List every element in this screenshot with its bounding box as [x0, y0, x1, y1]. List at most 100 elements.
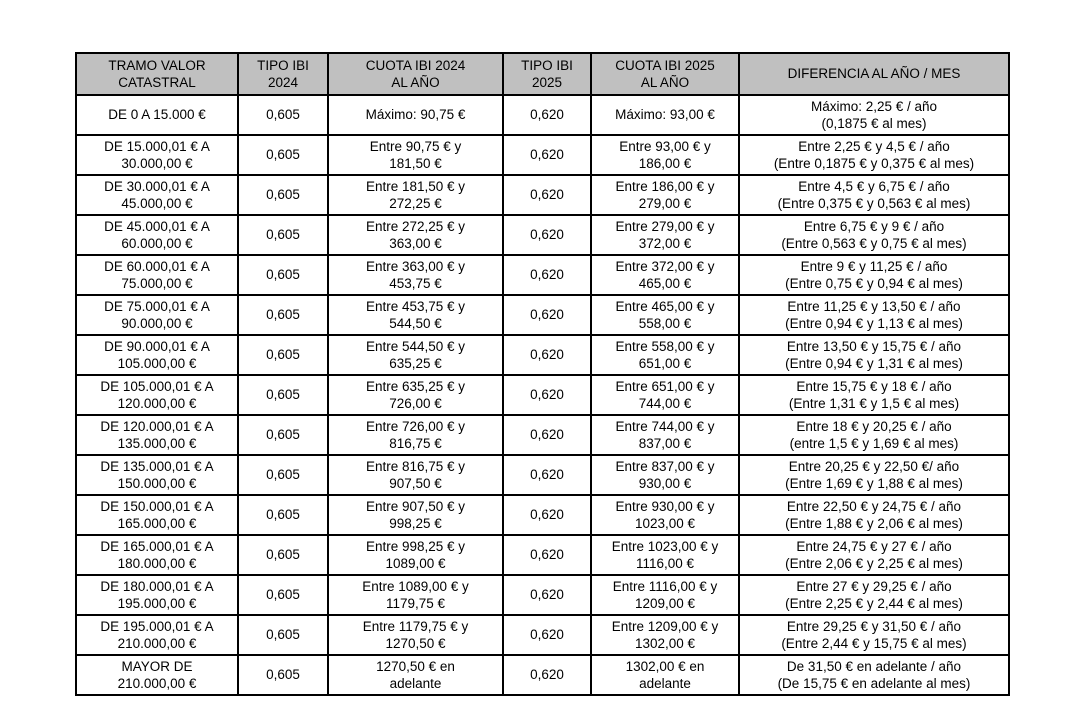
cell-tipo-ibi-2025: 0,620 — [502, 494, 592, 536]
cell-diferencia: Entre 18 € y 20,25 € / año (entre 1,5 € … — [738, 414, 1010, 456]
cell-tipo-ibi-2024: 0,605 — [237, 94, 329, 136]
cell-diferencia: De 31,50 € en adelante / año (De 15,75 €… — [738, 654, 1010, 696]
table-row: DE 195.000,01 € A 210.000,00 € 0,605 Ent… — [75, 614, 1010, 656]
cell-tipo-ibi-2024: 0,605 — [237, 574, 329, 616]
cell-tipo-ibi-2024: 0,605 — [237, 254, 329, 296]
table-row: DE 90.000,01 € A 105.000,00 € 0,605 Entr… — [75, 334, 1010, 376]
cell-cuota-ibi-2024: Entre 453,75 € y 544,50 € — [327, 294, 504, 336]
cell-tramo-valor-catastral: DE 120.000,01 € A 135.000,00 € — [75, 414, 239, 456]
cell-diferencia: Entre 2,25 € y 4,5 € / año (Entre 0,1875… — [738, 134, 1010, 176]
cell-tramo-valor-catastral: DE 75.000,01 € A 90.000,00 € — [75, 294, 239, 336]
cell-tramo-valor-catastral: DE 15.000,01 € A 30.000,00 € — [75, 134, 239, 176]
cell-tipo-ibi-2025: 0,620 — [502, 294, 592, 336]
cell-tramo-valor-catastral: DE 135.000,01 € A 150.000,00 € — [75, 454, 239, 496]
cell-tipo-ibi-2025: 0,620 — [502, 534, 592, 576]
cell-cuota-ibi-2025: Entre 837,00 € y 930,00 € — [590, 454, 740, 496]
column-header-tipo-ibi-2024: TIPO IBI 2024 — [237, 52, 329, 96]
table-row: DE 30.000,01 € A 45.000,00 € 0,605 Entre… — [75, 174, 1010, 216]
cell-cuota-ibi-2025: Entre 1209,00 € y 1302,00 € — [590, 614, 740, 656]
table-row: MAYOR DE 210.000,00 € 0,605 1270,50 € en… — [75, 654, 1010, 696]
cell-tramo-valor-catastral: DE 195.000,01 € A 210.000,00 € — [75, 614, 239, 656]
cell-diferencia: Entre 22,50 € y 24,75 € / año (Entre 1,8… — [738, 494, 1010, 536]
cell-cuota-ibi-2024: 1270,50 € en adelante — [327, 654, 504, 696]
cell-tipo-ibi-2024: 0,605 — [237, 534, 329, 576]
column-header-cuota-ibi-2025: CUOTA IBI 2025 AL AÑO — [590, 52, 740, 96]
cell-tipo-ibi-2024: 0,605 — [237, 614, 329, 656]
cell-diferencia: Entre 4,5 € y 6,75 € / año (Entre 0,375 … — [738, 174, 1010, 216]
cell-cuota-ibi-2025: Entre 930,00 € y 1023,00 € — [590, 494, 740, 536]
cell-tipo-ibi-2025: 0,620 — [502, 414, 592, 456]
cell-diferencia: Entre 29,25 € y 31,50 € / año (Entre 2,4… — [738, 614, 1010, 656]
column-header-tipo-ibi-2025: TIPO IBI 2025 — [502, 52, 592, 96]
table-header: TRAMO VALOR CATASTRAL TIPO IBI 2024 CUOT… — [75, 52, 1010, 96]
cell-diferencia: Entre 9 € y 11,25 € / año (Entre 0,75 € … — [738, 254, 1010, 296]
cell-cuota-ibi-2024: Entre 1179,75 € y 1270,50 € — [327, 614, 504, 656]
cell-cuota-ibi-2024: Entre 363,00 € y 453,75 € — [327, 254, 504, 296]
cell-cuota-ibi-2025: Máximo: 93,00 € — [590, 94, 740, 136]
cell-tipo-ibi-2024: 0,605 — [237, 454, 329, 496]
cell-cuota-ibi-2024: Entre 544,50 € y 635,25 € — [327, 334, 504, 376]
cell-tramo-valor-catastral: MAYOR DE 210.000,00 € — [75, 654, 239, 696]
cell-tipo-ibi-2024: 0,605 — [237, 414, 329, 456]
cell-cuota-ibi-2025: Entre 186,00 € y 279,00 € — [590, 174, 740, 216]
cell-tipo-ibi-2025: 0,620 — [502, 214, 592, 256]
cell-cuota-ibi-2025: Entre 744,00 € y 837,00 € — [590, 414, 740, 456]
cell-cuota-ibi-2025: 1302,00 € en adelante — [590, 654, 740, 696]
cell-tramo-valor-catastral: DE 90.000,01 € A 105.000,00 € — [75, 334, 239, 376]
cell-tramo-valor-catastral: DE 150.000,01 € A 165.000,00 € — [75, 494, 239, 536]
cell-tipo-ibi-2024: 0,605 — [237, 334, 329, 376]
table-row: DE 165.000,01 € A 180.000,00 € 0,605 Ent… — [75, 534, 1010, 576]
cell-cuota-ibi-2025: Entre 372,00 € y 465,00 € — [590, 254, 740, 296]
cell-tipo-ibi-2025: 0,620 — [502, 254, 592, 296]
cell-tramo-valor-catastral: DE 45.000,01 € A 60.000,00 € — [75, 214, 239, 256]
cell-cuota-ibi-2025: Entre 651,00 € y 744,00 € — [590, 374, 740, 416]
cell-tipo-ibi-2024: 0,605 — [237, 654, 329, 696]
table-row: DE 45.000,01 € A 60.000,00 € 0,605 Entre… — [75, 214, 1010, 256]
cell-tramo-valor-catastral: DE 60.000,01 € A 75.000,00 € — [75, 254, 239, 296]
cell-diferencia: Máximo: 2,25 € / año (0,1875 € al mes) — [738, 94, 1010, 136]
cell-cuota-ibi-2024: Entre 635,25 € y 726,00 € — [327, 374, 504, 416]
table-row: DE 0 A 15.000 € 0,605 Máximo: 90,75 € 0,… — [75, 94, 1010, 136]
cell-tipo-ibi-2025: 0,620 — [502, 94, 592, 136]
cell-tipo-ibi-2024: 0,605 — [237, 294, 329, 336]
header-row: TRAMO VALOR CATASTRAL TIPO IBI 2024 CUOT… — [75, 52, 1010, 96]
cell-cuota-ibi-2024: Entre 816,75 € y 907,50 € — [327, 454, 504, 496]
cell-diferencia: Entre 13,50 € y 15,75 € / año (Entre 0,9… — [738, 334, 1010, 376]
cell-tipo-ibi-2025: 0,620 — [502, 374, 592, 416]
cell-cuota-ibi-2025: Entre 558,00 € y 651,00 € — [590, 334, 740, 376]
cell-tramo-valor-catastral: DE 30.000,01 € A 45.000,00 € — [75, 174, 239, 216]
cell-tipo-ibi-2025: 0,620 — [502, 174, 592, 216]
cell-cuota-ibi-2024: Entre 272,25 € y 363,00 € — [327, 214, 504, 256]
cell-tipo-ibi-2024: 0,605 — [237, 374, 329, 416]
cell-tramo-valor-catastral: DE 105.000,01 € A 120.000,00 € — [75, 374, 239, 416]
table-row: DE 15.000,01 € A 30.000,00 € 0,605 Entre… — [75, 134, 1010, 176]
table-row: DE 105.000,01 € A 120.000,00 € 0,605 Ent… — [75, 374, 1010, 416]
cell-diferencia: Entre 27 € y 29,25 € / año (Entre 2,25 €… — [738, 574, 1010, 616]
cell-cuota-ibi-2025: Entre 1023,00 € y 1116,00 € — [590, 534, 740, 576]
ibi-comparison-table: TRAMO VALOR CATASTRAL TIPO IBI 2024 CUOT… — [75, 52, 1010, 696]
cell-diferencia: Entre 20,25 € y 22,50 €/ año (Entre 1,69… — [738, 454, 1010, 496]
cell-cuota-ibi-2025: Entre 93,00 € y 186,00 € — [590, 134, 740, 176]
cell-tipo-ibi-2024: 0,605 — [237, 494, 329, 536]
cell-cuota-ibi-2024: Máximo: 90,75 € — [327, 94, 504, 136]
cell-tipo-ibi-2025: 0,620 — [502, 654, 592, 696]
cell-tipo-ibi-2024: 0,605 — [237, 134, 329, 176]
table-row: DE 120.000,01 € A 135.000,00 € 0,605 Ent… — [75, 414, 1010, 456]
cell-diferencia: Entre 11,25 € y 13,50 € / año (Entre 0,9… — [738, 294, 1010, 336]
table-body: DE 0 A 15.000 € 0,605 Máximo: 90,75 € 0,… — [75, 94, 1010, 696]
cell-diferencia: Entre 6,75 € y 9 € / año (Entre 0,563 € … — [738, 214, 1010, 256]
cell-cuota-ibi-2024: Entre 1089,00 € y 1179,75 € — [327, 574, 504, 616]
table-row: DE 75.000,01 € A 90.000,00 € 0,605 Entre… — [75, 294, 1010, 336]
cell-cuota-ibi-2025: Entre 279,00 € y 372,00 € — [590, 214, 740, 256]
cell-tramo-valor-catastral: DE 180.000,01 € A 195.000,00 € — [75, 574, 239, 616]
table-row: DE 135.000,01 € A 150.000,00 € 0,605 Ent… — [75, 454, 1010, 496]
cell-cuota-ibi-2024: Entre 907,50 € y 998,25 € — [327, 494, 504, 536]
cell-cuota-ibi-2025: Entre 1116,00 € y 1209,00 € — [590, 574, 740, 616]
cell-cuota-ibi-2024: Entre 998,25 € y 1089,00 € — [327, 534, 504, 576]
cell-cuota-ibi-2024: Entre 181,50 € y 272,25 € — [327, 174, 504, 216]
cell-tipo-ibi-2025: 0,620 — [502, 614, 592, 656]
cell-tipo-ibi-2024: 0,605 — [237, 174, 329, 216]
table-row: DE 60.000,01 € A 75.000,00 € 0,605 Entre… — [75, 254, 1010, 296]
cell-diferencia: Entre 24,75 € y 27 € / año (Entre 2,06 €… — [738, 534, 1010, 576]
